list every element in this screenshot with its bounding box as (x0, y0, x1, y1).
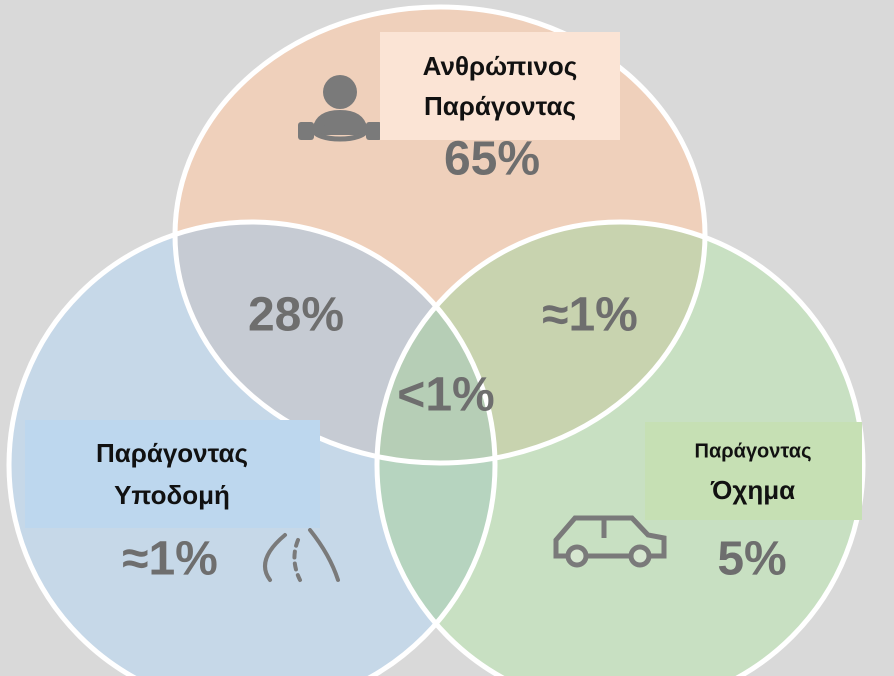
infrastructure-label-box (25, 420, 320, 528)
car-icon (553, 515, 667, 568)
set-label: Ανθρώπινος (423, 51, 578, 81)
set-label: Παράγοντας (424, 91, 576, 121)
set-value: ≈1% (122, 533, 218, 586)
set-label: Υποδομή (114, 480, 230, 510)
vehicle-label-box (645, 422, 862, 520)
intersection-value: <1% (397, 369, 494, 422)
set-label: Όχημα (710, 475, 795, 505)
road-icon (263, 528, 340, 582)
set-label: Παράγοντας (695, 440, 812, 462)
set-value: 5% (717, 533, 786, 586)
human-label-box (380, 32, 620, 140)
driver-icon (298, 75, 382, 142)
set-value: 65% (444, 133, 540, 186)
circle-outline (374, 219, 866, 676)
set-label: Παράγοντας (96, 438, 248, 468)
vehicle-circle (377, 222, 863, 676)
intersection-value: 28% (248, 289, 344, 342)
circle-outline (6, 219, 498, 676)
intersection-value: ≈1% (542, 289, 638, 342)
